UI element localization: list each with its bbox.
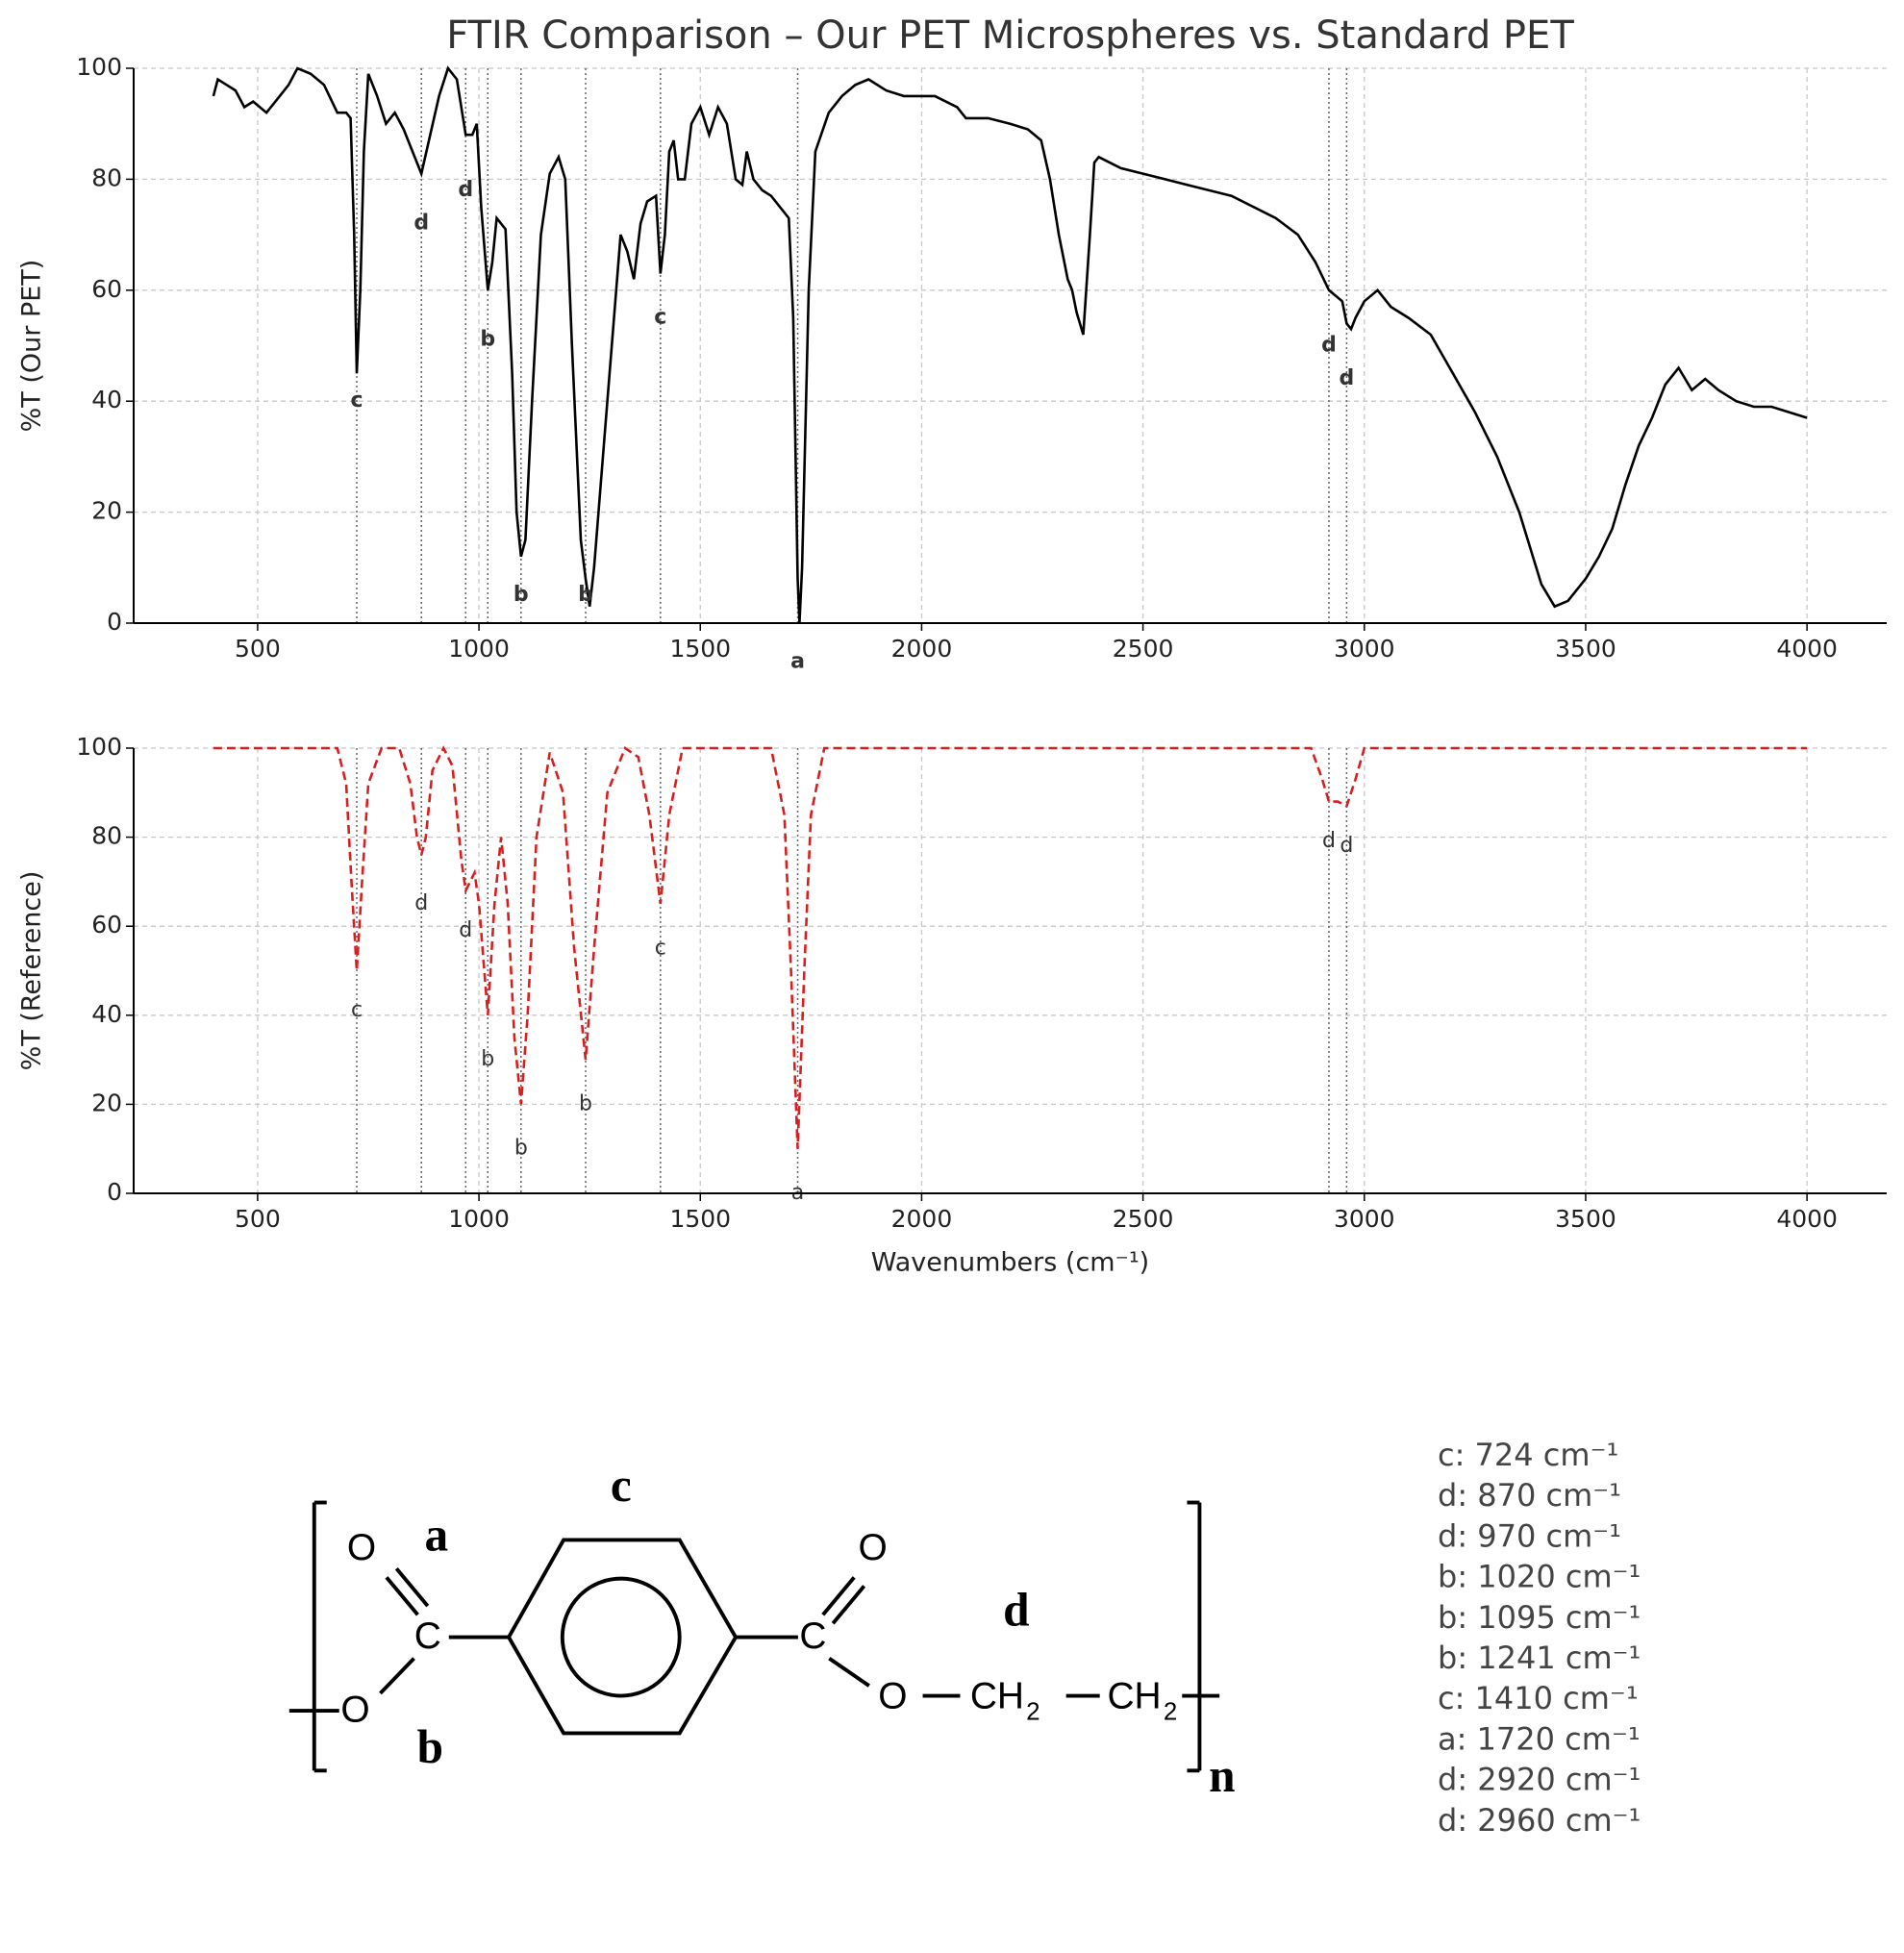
assignment: d: 870 cm⁻¹ — [1438, 1477, 1621, 1514]
atom: C — [799, 1615, 826, 1657]
assignment: b: 1241 cm⁻¹ — [1438, 1640, 1641, 1676]
y-tick-label: 20 — [91, 497, 122, 525]
ring — [506, 1538, 739, 1736]
repeat-label: n — [1209, 1749, 1235, 1802]
x-tick-label: 500 — [235, 635, 281, 663]
charts: 500 1000 1500 2000 2500 3000 3500 4000020406080… — [17, 13, 1887, 1278]
x-axis-label: Wavenumbers (cm⁻¹) — [871, 1248, 1149, 1278]
line-series — [212, 65, 1808, 624]
x-tick-label: 3500 — [1555, 1205, 1616, 1233]
bond-label: c — [611, 1459, 632, 1512]
x-tick-label: 2500 — [1113, 635, 1174, 663]
subscript: 2 — [1164, 1699, 1177, 1726]
x-tick-label: 1500 — [669, 635, 731, 663]
atom: O — [859, 1527, 888, 1568]
x-tick-label: 4000 — [1776, 635, 1838, 663]
line-series — [213, 745, 1808, 1149]
peak-label: b — [480, 328, 495, 352]
y-tick-label: 40 — [91, 386, 122, 413]
peak-label: b — [481, 1047, 494, 1071]
y-tick-label: 20 — [91, 1089, 122, 1116]
y-tick-label: 60 — [91, 275, 122, 303]
assignment: c: 1410 cm⁻¹ — [1438, 1680, 1639, 1716]
atom: O — [347, 1527, 376, 1568]
peak-label: b — [578, 583, 593, 607]
x-tick-label: 2500 — [1113, 1205, 1174, 1233]
peak-label: a — [790, 649, 805, 673]
atom: O — [340, 1690, 369, 1731]
x-tick-label: 500 — [235, 1205, 281, 1233]
peak-label: b — [579, 1091, 592, 1115]
chart-title: FTIR Comparison – Our PET Microspheres v… — [446, 13, 1574, 58]
x-tick-label: 1500 — [669, 1205, 731, 1233]
atom: C — [414, 1615, 441, 1657]
peak-label: d — [413, 212, 429, 236]
y-tick-label: 40 — [91, 1000, 122, 1028]
atom: CH — [970, 1675, 1024, 1716]
peak-label: c — [654, 306, 666, 330]
x-tick-label: 1000 — [448, 1205, 510, 1233]
x-tick-label: 2000 — [891, 1205, 953, 1233]
x-tick-label: 3000 — [1334, 635, 1395, 663]
bond — [831, 1585, 866, 1625]
subscript: 2 — [1026, 1699, 1040, 1726]
assignments: c: 724 cm⁻¹ d: 870 cm⁻¹d: 970 cm⁻¹ b: 1020… — [1438, 1437, 1641, 1839]
y-tick-label: 100 — [76, 733, 122, 761]
assignment: d: 2920 cm⁻¹ — [1438, 1762, 1641, 1798]
peak-label: d — [1340, 834, 1353, 858]
y-tick-label: 0 — [107, 1178, 122, 1206]
peak-label: d — [459, 918, 472, 942]
atom: CH — [1107, 1675, 1161, 1716]
x-tick-label: 3000 — [1334, 1205, 1395, 1233]
y-axis-label: %T (Our PET) — [17, 260, 47, 433]
peak-label: b — [514, 583, 529, 607]
ring — [560, 1576, 682, 1698]
atom: O — [878, 1675, 907, 1716]
x-tick-label: 2000 — [891, 635, 953, 663]
bond-label: d — [1003, 1584, 1029, 1637]
bond — [828, 1657, 870, 1688]
y-tick-label: 100 — [76, 53, 122, 81]
x-tick-label: 3500 — [1555, 635, 1616, 663]
x-tick-label: 4000 — [1776, 1205, 1838, 1233]
y-tick-label: 80 — [91, 822, 122, 850]
peak-label: c — [655, 936, 666, 960]
bond — [821, 1576, 856, 1616]
y-tick-label: 80 — [91, 163, 122, 191]
structure: O C O C O O CH 2 CH 2 a c b d n — [288, 1459, 1235, 1802]
assignment: d: 970 cm⁻¹ — [1438, 1517, 1621, 1554]
y-tick-label: 0 — [107, 608, 122, 636]
peak-label: c — [351, 998, 363, 1022]
bond-label: a — [425, 1509, 449, 1562]
x-tick-label: 1000 — [448, 635, 510, 663]
peak-label: d — [458, 178, 473, 202]
assignment: d: 2960 cm⁻¹ — [1438, 1802, 1641, 1839]
peak-label: c — [350, 388, 363, 413]
peak-label: d — [414, 891, 428, 915]
peak-label: d — [1339, 366, 1354, 390]
assignment: c: 724 cm⁻¹ — [1438, 1437, 1618, 1473]
peak-label: d — [1322, 829, 1336, 853]
assignment: a: 1720 cm⁻¹ — [1438, 1720, 1641, 1757]
assignment: b: 1020 cm⁻¹ — [1438, 1559, 1641, 1595]
y-tick-label: 60 — [91, 911, 122, 939]
peak-label: b — [514, 1137, 528, 1161]
bond-label: b — [417, 1720, 443, 1773]
peak-label: d — [1321, 334, 1337, 358]
bond — [379, 1657, 415, 1695]
y-axis-label: %T (Reference) — [17, 871, 47, 1071]
assignment: b: 1095 cm⁻¹ — [1438, 1599, 1641, 1636]
bond — [385, 1576, 419, 1616]
bond — [394, 1567, 430, 1608]
